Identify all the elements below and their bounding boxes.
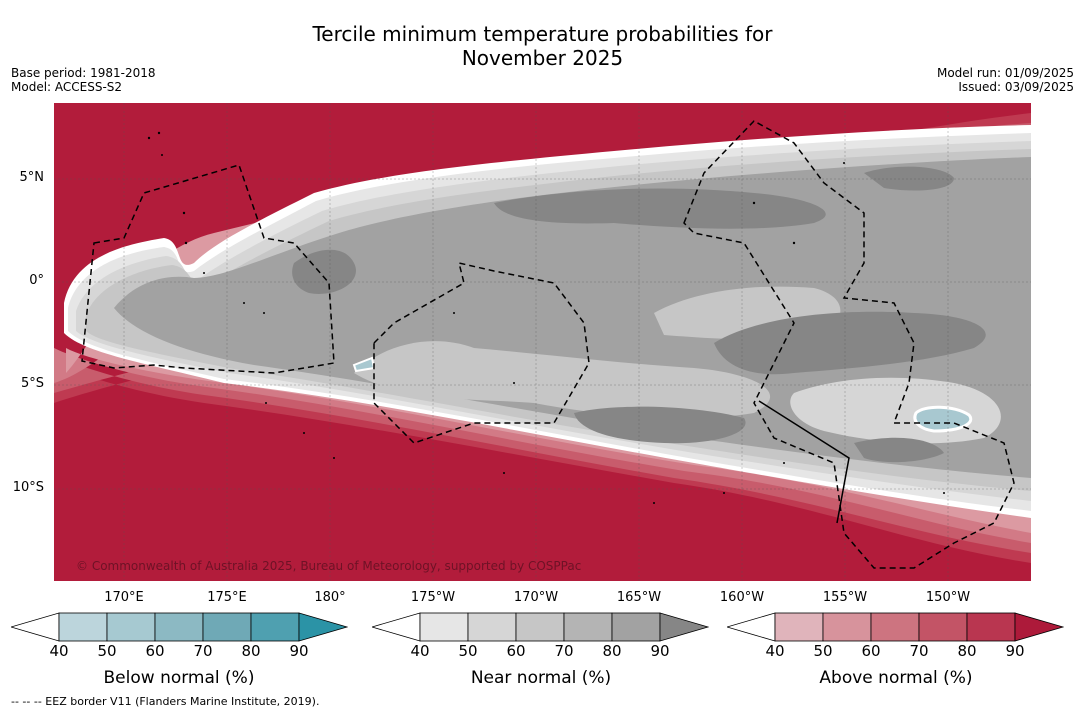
above-normal-label: Above normal (%) (819, 668, 973, 688)
boundary-line (758, 400, 850, 524)
graticule (54, 103, 1031, 581)
below-normal-label: Below normal (%) (103, 668, 255, 688)
eez-borders (81, 120, 1015, 569)
near-normal-90-patch-5 (574, 406, 746, 444)
meta-left: Base period: 1981-2018 Model: ACCESS-S2 (11, 66, 156, 94)
title-line-1: Tercile minimum temperature probabilitie… (312, 22, 773, 46)
near-normal-label: Near normal (%) (470, 668, 612, 688)
lon-label-180: 180° (314, 590, 346, 605)
near-normal-90-patch-6 (854, 437, 944, 463)
eez-footer-note: -- -- -- EEZ border V11 (Flanders Marine… (11, 695, 320, 708)
below-normal-colorbar (11, 612, 348, 642)
copyright-notice: © Commonwealth of Australia 2025, Bureau… (76, 559, 582, 573)
near-normal-60-patch-center (354, 341, 771, 419)
lat-label-0: 0° (29, 273, 44, 288)
near-normal-90-patch-1 (292, 249, 356, 294)
lon-label-165w: 165°W (616, 590, 662, 605)
base-period: Base period: 1981-2018 (11, 66, 156, 80)
lat-label-5s: 5°S (20, 376, 44, 391)
near-normal-90-patch-2 (494, 188, 826, 229)
issued-date: Issued: 03/09/2025 (958, 80, 1074, 94)
lon-label-155w: 155°W (822, 590, 868, 605)
lon-label-170w: 170°W (513, 590, 559, 605)
lon-label-175e: 175°E (207, 590, 247, 605)
lon-label-170e: 170°E (104, 590, 144, 605)
lat-label-10s: 10°S (12, 480, 44, 495)
chart-title: Tercile minimum temperature probabilitie… (0, 22, 1085, 70)
probability-map[interactable]: © Commonwealth of Australia 2025, Bureau… (54, 103, 1031, 581)
meta-right: Model run: 01/09/2025 Issued: 03/09/2025 (937, 66, 1074, 94)
above-normal-colorbar (727, 612, 1064, 642)
lon-label-160w: 160°W (719, 590, 765, 605)
model-name: Model: ACCESS-S2 (11, 80, 123, 94)
lat-label-5n: 5°N (19, 170, 45, 185)
near-normal-90-patch-3 (864, 166, 954, 191)
lon-label-175w: 175°W (410, 590, 456, 605)
near-normal-colorbar (372, 612, 709, 642)
island-markers (147, 131, 945, 504)
lon-label-150w: 150°W (925, 590, 971, 605)
title-line-2: November 2025 (461, 46, 624, 70)
model-run: Model run: 01/09/2025 (936, 66, 1074, 80)
below-normal-patch-east (913, 405, 973, 433)
near-normal-90-patch-4 (714, 311, 986, 375)
map-svg (54, 103, 1031, 581)
